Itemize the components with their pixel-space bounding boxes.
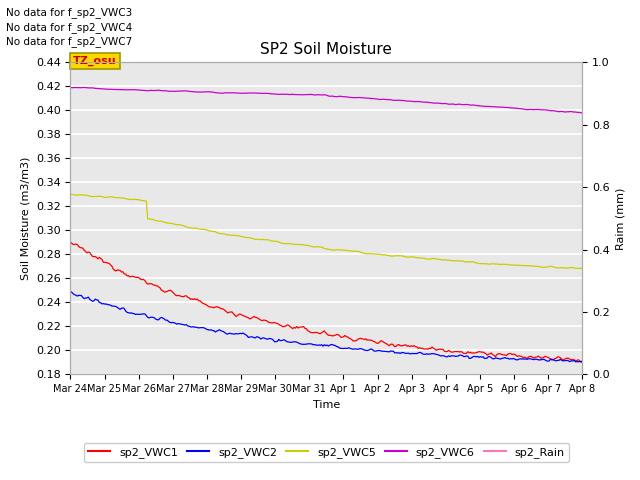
- Text: TZ_osu: TZ_osu: [73, 56, 117, 66]
- Legend: sp2_VWC1, sp2_VWC2, sp2_VWC5, sp2_VWC6, sp2_Rain: sp2_VWC1, sp2_VWC2, sp2_VWC5, sp2_VWC6, …: [84, 443, 569, 462]
- Text: No data for f_sp2_VWC7: No data for f_sp2_VWC7: [6, 36, 132, 47]
- Text: No data for f_sp2_VWC3: No data for f_sp2_VWC3: [6, 7, 132, 18]
- Y-axis label: Soil Moisture (m3/m3): Soil Moisture (m3/m3): [20, 156, 30, 280]
- Text: No data for f_sp2_VWC4: No data for f_sp2_VWC4: [6, 22, 132, 33]
- Title: SP2 Soil Moisture: SP2 Soil Moisture: [260, 42, 392, 57]
- Y-axis label: Raim (mm): Raim (mm): [616, 187, 625, 250]
- X-axis label: Time: Time: [313, 400, 340, 409]
